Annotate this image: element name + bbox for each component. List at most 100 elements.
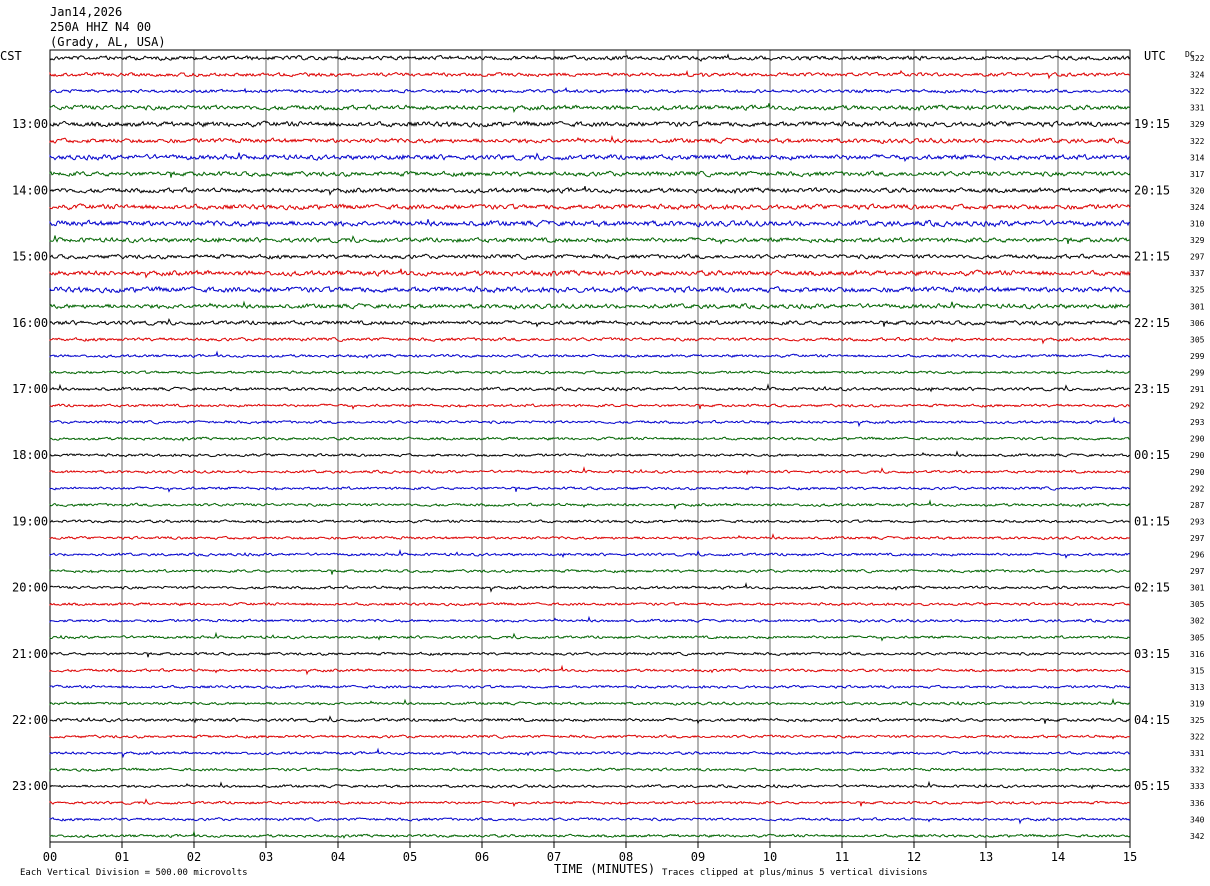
right-hour-label: 03:15 <box>1134 647 1170 661</box>
dc-offset-label: 296 <box>1190 551 1205 560</box>
dc-offset-label: 340 <box>1190 815 1205 824</box>
seismic-trace <box>49 53 1131 62</box>
dc-offset-label: 292 <box>1190 484 1205 493</box>
dc-offset-label: 317 <box>1190 170 1205 179</box>
dc-offset-label: 322 <box>1190 137 1205 146</box>
seismic-trace <box>49 383 1131 393</box>
seismic-trace <box>49 103 1131 114</box>
seismic-trace <box>49 369 1131 375</box>
dc-offset-label: 333 <box>1190 782 1205 791</box>
dc-offset-label: 305 <box>1190 633 1205 642</box>
seismic-trace <box>49 830 1131 839</box>
seismic-trace <box>49 403 1131 410</box>
seismic-trace <box>49 134 1131 145</box>
seismic-trace <box>49 798 1131 808</box>
seismic-trace <box>49 185 1131 196</box>
plot-grid <box>49 49 1131 848</box>
dc-offset-label: 299 <box>1190 368 1205 377</box>
x-tick-label: 05 <box>403 850 417 864</box>
dc-offset-label: 302 <box>1190 617 1205 626</box>
dc-offset-label: 305 <box>1190 600 1205 609</box>
location-label: (Grady, AL, USA) <box>50 35 166 49</box>
dc-offset-label: 332 <box>1190 766 1205 775</box>
x-tick-label: 13 <box>979 850 993 864</box>
right-hour-label: 21:15 <box>1134 250 1170 264</box>
plot-frame <box>49 49 1131 843</box>
dc-offset-label: 331 <box>1190 104 1205 113</box>
seismic-trace <box>49 747 1131 759</box>
right-hour-label: 23:15 <box>1134 382 1170 396</box>
x-tick-label: 01 <box>115 850 129 864</box>
dc-offset-label: 324 <box>1190 71 1205 80</box>
dc-offset-label: 322 <box>1190 733 1205 742</box>
axis-labels: 00 01 02 03 04 05 06 07 08 09 10 11 12 13 14 15 322 324 32… <box>12 54 1205 864</box>
seismic-trace <box>49 350 1131 360</box>
x-tick-label: 00 <box>43 850 57 864</box>
dc-offset-label: 291 <box>1190 385 1205 394</box>
left-hour-label: 18:00 <box>12 448 48 462</box>
seismic-trace <box>49 601 1131 607</box>
dc-offset-label: 293 <box>1190 517 1205 526</box>
seismic-trace <box>49 499 1131 510</box>
x-tick-label: 04 <box>331 850 345 864</box>
left-hour-label: 21:00 <box>12 647 48 661</box>
dc-offset-label: 297 <box>1190 534 1205 543</box>
dc-offset-label: 337 <box>1190 269 1205 278</box>
right-hour-label: 20:15 <box>1134 183 1170 197</box>
right-hour-label: 00:15 <box>1134 448 1170 462</box>
seismic-trace <box>49 466 1131 476</box>
scale-note: Each Vertical Division = 500.00 microvol… <box>20 868 248 878</box>
x-tick-label: 09 <box>691 850 705 864</box>
clip-note: Traces clipped at plus/minus 5 vertical … <box>662 868 928 878</box>
dc-offset-label: 287 <box>1190 501 1205 510</box>
right-hour-label: 22:15 <box>1134 316 1170 330</box>
dc-offset-label: 325 <box>1190 716 1205 725</box>
dc-offset-label: 305 <box>1190 335 1205 344</box>
date-label: Jan14,2026 <box>50 5 123 19</box>
seismic-trace <box>49 336 1131 345</box>
seismic-trace <box>49 170 1131 178</box>
seismic-trace <box>49 767 1131 772</box>
seismic-trace <box>49 780 1131 790</box>
seismic-trace <box>49 268 1131 279</box>
seismic-trace <box>49 568 1131 575</box>
right-hour-label: 05:15 <box>1134 779 1170 793</box>
left-hour-label: 17:00 <box>12 382 48 396</box>
seismic-trace <box>49 664 1131 676</box>
seismic-traces <box>49 53 1131 839</box>
dc-offset-label: 297 <box>1190 567 1205 576</box>
dc-offset-label: 301 <box>1190 584 1205 593</box>
dc-offset-label: 325 <box>1190 286 1205 295</box>
dc-offset-label: 292 <box>1190 402 1205 411</box>
seismic-trace <box>49 697 1131 706</box>
seismic-trace <box>49 203 1131 211</box>
seismic-trace <box>49 285 1131 294</box>
seismic-trace <box>49 416 1131 428</box>
dc-offset-label: 299 <box>1190 352 1205 361</box>
seismic-trace <box>49 152 1130 162</box>
dc-offset-label: 314 <box>1190 153 1205 162</box>
dc-offset-label: 306 <box>1190 319 1205 328</box>
dc-offset-label: 290 <box>1190 451 1205 460</box>
dc-offset-label: 290 <box>1190 435 1205 444</box>
left-hour-label: 19:00 <box>12 514 48 528</box>
x-tick-label: 14 <box>1051 850 1065 864</box>
seismic-trace <box>49 86 1131 94</box>
left-hour-label: 13:00 <box>12 117 48 131</box>
seismic-trace <box>49 615 1131 623</box>
seismic-trace <box>49 582 1131 593</box>
seismic-trace <box>49 519 1131 524</box>
dc-offset-label: 329 <box>1190 120 1205 129</box>
dc-offset-label: 336 <box>1190 799 1205 808</box>
x-tick-label: 10 <box>763 850 777 864</box>
dc-offset-label: 301 <box>1190 302 1205 311</box>
seismic-trace <box>49 235 1130 245</box>
x-tick-label: 07 <box>547 850 561 864</box>
seismic-trace <box>49 253 1131 260</box>
right-timezone-label: UTC <box>1144 49 1166 63</box>
seismic-trace <box>49 436 1130 442</box>
seismic-trace <box>49 69 1131 80</box>
right-hour-label: 19:15 <box>1134 117 1170 131</box>
dc-offset-label: 342 <box>1190 832 1205 841</box>
seismic-trace <box>49 631 1131 642</box>
